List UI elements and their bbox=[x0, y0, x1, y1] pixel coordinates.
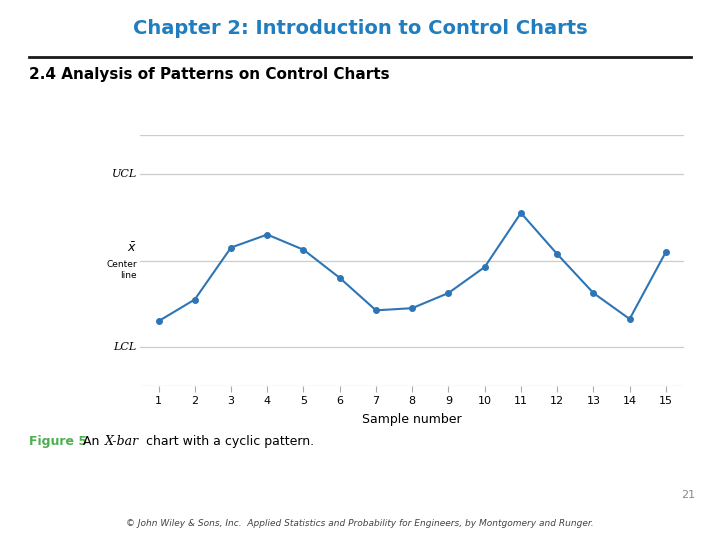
Text: Center
line: Center line bbox=[106, 260, 137, 280]
Text: chart with a cyclic pattern.: chart with a cyclic pattern. bbox=[142, 435, 314, 448]
Text: UCL: UCL bbox=[112, 169, 137, 179]
X-axis label: Sample number: Sample number bbox=[362, 413, 462, 426]
Text: 2.4 Analysis of Patterns on Control Charts: 2.4 Analysis of Patterns on Control Char… bbox=[29, 68, 390, 83]
Text: © John Wiley & Sons, Inc.  Applied Statistics and Probability for Engineers, by : © John Wiley & Sons, Inc. Applied Statis… bbox=[126, 519, 594, 528]
Text: Chapter 2: Introduction to Control Charts: Chapter 2: Introduction to Control Chart… bbox=[132, 19, 588, 38]
Text: Figure 5: Figure 5 bbox=[29, 435, 87, 448]
Text: $\bar{x}$: $\bar{x}$ bbox=[127, 242, 137, 255]
Text: 21: 21 bbox=[680, 489, 695, 500]
Text: An: An bbox=[83, 435, 103, 448]
Text: X-bar: X-bar bbox=[104, 435, 138, 448]
Text: LCL: LCL bbox=[114, 342, 137, 352]
